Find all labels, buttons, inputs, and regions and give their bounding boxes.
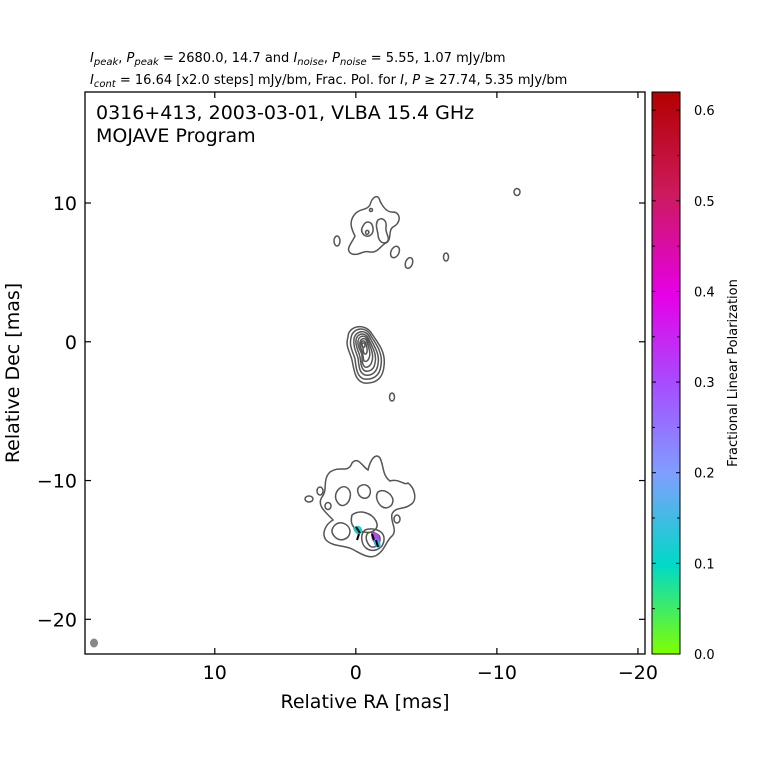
header-line-1: Ipeak, Ppeak = 2680.0, 14.7 and Inoise, … <box>90 51 506 68</box>
cb-tick-label-6: 0.6 <box>694 104 715 119</box>
hdr-peak-vals: 2680.0, 14.7 <box>178 51 261 66</box>
core-contour-5 <box>357 335 374 368</box>
cb-tick-label-0: 0.0 <box>694 648 715 663</box>
core-contours <box>346 326 386 384</box>
north-contour-outer <box>347 195 400 256</box>
y-tick-label-2: −10 <box>37 471 77 493</box>
y-axis-label: Relative Dec [mas] <box>2 283 24 463</box>
hdr2-ge: ≥ <box>424 73 435 88</box>
x-tick-label-2: −10 <box>477 662 517 684</box>
y-axis: 10 0 −10 −20 <box>37 193 645 631</box>
hdr-P-2: P <box>332 51 340 66</box>
north-contour-inner-1 <box>360 221 374 237</box>
hdr-noise-vals: 5.55, 1.07 <box>386 51 452 66</box>
north-contour-inner-3 <box>364 229 370 235</box>
hdr-and: and <box>265 51 289 66</box>
south-contour-outer <box>319 455 416 558</box>
core-contour-6 <box>359 337 371 363</box>
core-contour-4 <box>355 333 377 372</box>
north-blob-2 <box>389 245 401 259</box>
source-annotation-line-2: MOJAVE Program <box>96 125 256 147</box>
south-contour-inner-6 <box>361 528 385 552</box>
hdr-P: P <box>127 51 135 66</box>
south-blob-2 <box>316 486 324 496</box>
south-blob-1 <box>304 495 314 503</box>
cb-tick-label-4: 0.4 <box>694 285 715 300</box>
north-blob-6 <box>368 207 374 213</box>
south-contour-inner-3 <box>375 489 394 509</box>
cb-tick-label-2: 0.2 <box>694 467 715 482</box>
hdr-peak-sub-2: peak <box>133 57 160 68</box>
x-tick-label-3: −20 <box>618 662 658 684</box>
core-contour-2 <box>349 328 383 380</box>
north-contours <box>333 187 521 270</box>
y-tick-label-3: −20 <box>37 609 77 631</box>
x-axis: 10 0 −10 −20 <box>203 92 658 684</box>
north-blob-3 <box>404 256 414 270</box>
x-axis-label: Relative RA [mas] <box>280 691 449 713</box>
hdr-unit: mJy/bm <box>456 51 506 66</box>
hdr-eq: = <box>163 51 174 66</box>
hdr2-eq: = <box>120 73 131 88</box>
hdr2-I: I <box>90 73 94 88</box>
pol-vector-3 <box>371 533 375 541</box>
source-annotation-line-1: 0316+413, 2003-03-01, VLBA 15.4 GHz <box>96 102 474 124</box>
core-contour-3 <box>353 331 380 376</box>
small-feature-near-core <box>388 392 396 402</box>
south-blob-3 <box>324 501 332 511</box>
hdr2-I-2: I <box>400 73 404 88</box>
north-blob-5 <box>513 187 521 197</box>
north-blob-4 <box>442 252 450 262</box>
hdr-I: I <box>90 51 94 66</box>
polarization-vectors <box>355 526 379 548</box>
south-contour-inner-1 <box>334 486 352 507</box>
hdr-eq-2: = <box>371 51 382 66</box>
cb-tick-label-1: 0.1 <box>694 557 715 572</box>
cb-tick-label-5: 0.5 <box>694 195 715 210</box>
hdr2-cont-val: 16.64 [x2.0 steps] mJy/bm, Frac. Pol. fo… <box>135 73 397 88</box>
hdr-noise-sub: noise <box>297 57 324 68</box>
south-contour-inner-5 <box>331 522 351 541</box>
x-tick-label-0: 10 <box>203 662 227 684</box>
hdr-noise-sub-2: noise <box>340 57 367 68</box>
hdr-peak-sub: peak <box>93 57 120 68</box>
pol-vector-2 <box>356 533 360 541</box>
y-tick-label-0: 10 <box>53 193 77 215</box>
cb-tick-label-3: 0.3 <box>694 376 715 391</box>
x-tick-label-1: 0 <box>350 662 362 684</box>
south-blob-4 <box>393 514 401 524</box>
hdr-I-2: I <box>293 51 297 66</box>
beam-ellipse <box>90 638 98 648</box>
colorbar-label: Fractional Linear Polarization <box>726 279 741 467</box>
plot-frame <box>84 91 646 655</box>
y-tick-label-1: 0 <box>65 332 77 354</box>
north-blob-1 <box>333 235 341 247</box>
north-contour-inner-2 <box>375 218 390 244</box>
core-contour-1 <box>346 326 386 384</box>
south-contour-inner-2 <box>356 483 372 499</box>
colorbar-ticks: 0.0 0.1 0.2 0.3 0.4 0.5 0.6 <box>652 104 715 663</box>
hdr2-cont-sub: cont <box>94 79 117 90</box>
hdr2-ge-vals: 27.74, 5.35 mJy/bm <box>439 73 567 88</box>
header-line-2: Icont = 16.64 [x2.0 steps] mJy/bm, Frac.… <box>90 73 567 90</box>
core-contour-8 <box>361 342 366 349</box>
south-contours <box>304 455 416 558</box>
contour-layer <box>90 187 521 648</box>
pol-vector-1 <box>355 526 361 534</box>
colorbar <box>651 91 681 655</box>
hdr2-P: P <box>412 73 420 88</box>
pol-vector-4 <box>375 539 379 548</box>
